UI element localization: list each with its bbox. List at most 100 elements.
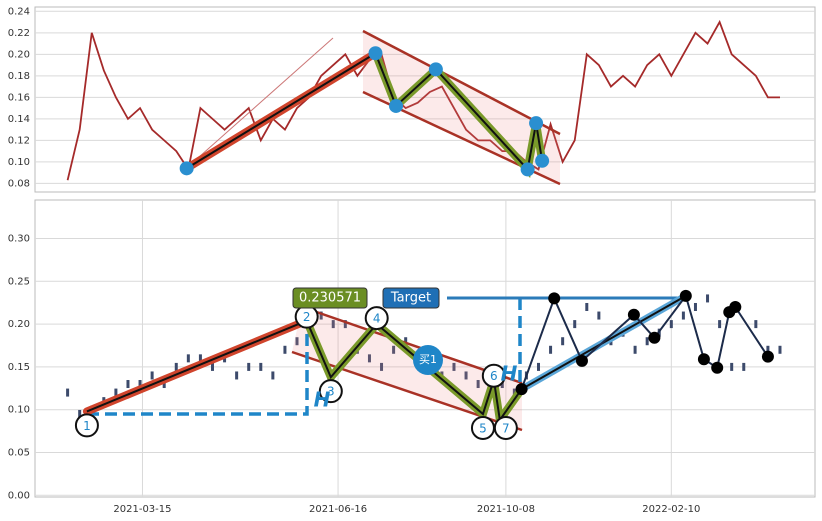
pivot: [535, 153, 550, 168]
y-tick-label: 0.10: [8, 405, 30, 416]
y-tick-label: 0.22: [8, 28, 30, 39]
candle: [549, 345, 553, 354]
pivot-ring: [318, 379, 343, 404]
candle: [162, 380, 166, 389]
candle: [718, 320, 722, 329]
pivot-ring: [493, 415, 518, 440]
pivot-ring: [74, 413, 99, 438]
x-tick-label: 2021-03-15: [113, 504, 171, 515]
candle: [319, 311, 323, 320]
y-tick-label: 0.12: [8, 135, 30, 146]
candle: [271, 371, 275, 380]
y-tick-label: 0.30: [8, 234, 30, 245]
buy-label: 买1: [419, 353, 437, 366]
candle: [742, 362, 746, 371]
candle: [645, 337, 649, 346]
top-channel-upper: [362, 29, 561, 136]
target-box: [382, 287, 440, 309]
y-tick-label: 0.16: [8, 92, 30, 103]
pivot-label: 7: [502, 421, 510, 435]
candle: [380, 362, 384, 371]
x-tick-label: 2022-02-10: [642, 504, 700, 515]
candle: [343, 320, 347, 329]
y-tick-label: 0.20: [8, 319, 30, 330]
top-arrow: [189, 37, 334, 166]
candle: [259, 362, 263, 371]
candle: [331, 320, 335, 329]
h-label: H: [314, 388, 331, 412]
y-tick-label: 0.24: [8, 6, 30, 17]
pivot-label: 4: [373, 312, 381, 326]
candle: [706, 294, 710, 303]
pivot: [389, 98, 404, 113]
y-tick-label: 0.15: [8, 362, 30, 373]
x-tick-label: 2021-10-08: [477, 504, 535, 515]
top-panel: [34, 6, 816, 193]
y-tick-label: 0.00: [8, 490, 30, 501]
candle: [766, 345, 770, 354]
candle: [235, 371, 239, 380]
path-point: [548, 292, 561, 305]
pivot-ring: [364, 306, 389, 331]
path-point: [761, 350, 774, 363]
x-tick-label: 2021-06-16: [309, 504, 367, 515]
candle: [174, 362, 178, 371]
y-tick-label: 0.14: [8, 114, 30, 125]
candle: [681, 311, 685, 320]
candle: [452, 362, 456, 371]
candle: [633, 345, 637, 354]
candle: [138, 380, 142, 389]
buy-marker: [413, 345, 443, 375]
candle: [561, 337, 565, 346]
path-point: [711, 361, 724, 374]
pivot-label: 1: [83, 419, 91, 433]
candle: [198, 354, 202, 363]
pivot: [529, 116, 544, 131]
target-label: Target: [390, 291, 431, 306]
path-point: [729, 300, 742, 313]
candle: [126, 380, 130, 389]
candle: [283, 345, 287, 354]
candle: [210, 362, 214, 371]
candle: [464, 371, 468, 380]
path-point: [648, 331, 661, 344]
candle: [367, 354, 371, 363]
price-box: [292, 287, 368, 309]
pivot-ring: [481, 363, 506, 388]
candle: [114, 388, 118, 397]
y-tick-label: 0.18: [8, 71, 30, 82]
pivot: [368, 46, 383, 61]
candle: [778, 345, 782, 354]
pivot: [520, 162, 535, 177]
candle: [150, 371, 154, 380]
leg-red-core: [86, 319, 308, 413]
y-tick-label: 0.10: [8, 157, 30, 168]
candle: [669, 320, 673, 329]
price-label: 0.230571: [299, 291, 361, 306]
candle: [573, 320, 577, 329]
candle: [754, 320, 758, 329]
pivot: [179, 161, 194, 176]
path-point: [515, 383, 528, 396]
candle: [66, 388, 70, 397]
candle: [186, 354, 190, 363]
y-tick-label: 0.25: [8, 276, 30, 287]
candle: [476, 380, 480, 389]
candle: [404, 337, 408, 346]
candle: [247, 362, 251, 371]
h-dash-1: [87, 322, 309, 416]
candle: [295, 337, 299, 346]
candle: [392, 345, 396, 354]
candle: [597, 311, 601, 320]
candle: [536, 362, 540, 371]
y-tick-label: 0.20: [8, 49, 30, 60]
h-label: H: [501, 362, 518, 386]
pivot-label: 3: [327, 385, 335, 399]
path-point: [627, 308, 640, 321]
path-point: [679, 289, 692, 302]
pivot-label: 5: [479, 421, 487, 435]
candle: [693, 302, 697, 311]
candle: [78, 409, 82, 418]
pivot-label: 6: [490, 369, 498, 383]
